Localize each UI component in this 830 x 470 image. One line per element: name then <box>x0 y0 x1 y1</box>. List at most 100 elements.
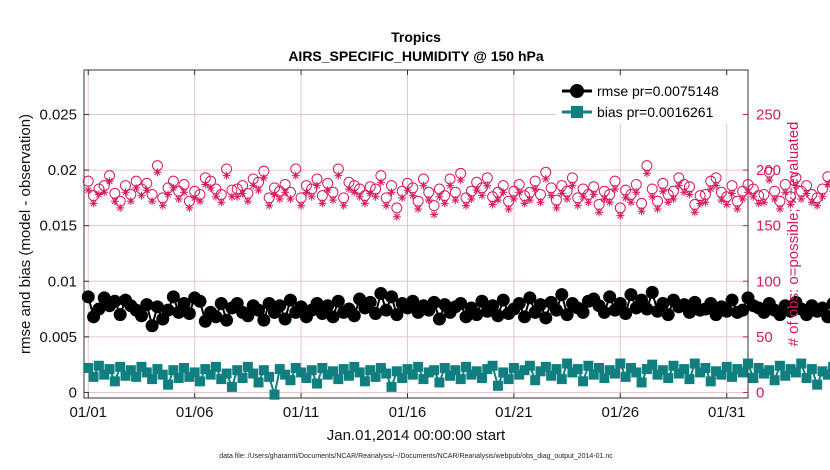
rmse-point <box>518 310 532 324</box>
x-tick-label: 01/26 <box>602 404 640 421</box>
bias-point <box>727 371 738 382</box>
y-left-tick-label: 0.01 <box>48 273 77 290</box>
obs-possible-circle <box>178 179 190 191</box>
rmse-point <box>539 311 553 325</box>
bias-point <box>359 376 370 387</box>
rmse-point <box>273 299 287 313</box>
obs-evaluated-point <box>371 192 380 201</box>
bias-point <box>461 361 472 372</box>
obs-evaluated-stroke <box>351 189 358 196</box>
rmse-point <box>166 290 180 304</box>
obs-possible-point <box>801 180 813 192</box>
obs-evaluated-point <box>462 201 471 210</box>
obs-evaluated-point <box>626 198 635 207</box>
bias-point <box>439 362 450 373</box>
bias-point <box>599 372 610 383</box>
obs-evaluated-point <box>302 188 311 197</box>
bias-point <box>625 362 636 373</box>
obs-evaluated-stroke <box>154 169 161 176</box>
obs-evaluated-stroke <box>798 195 805 203</box>
obs-possible-point <box>657 177 669 189</box>
obs-evaluated-point <box>286 194 295 203</box>
obs-evaluated-point <box>382 201 391 210</box>
obs-evaluated-stroke <box>755 200 762 207</box>
bias-point <box>551 364 562 375</box>
bias-point <box>226 381 237 392</box>
bias-point <box>445 370 456 381</box>
bias-point <box>609 368 620 379</box>
obs-evaluated-stroke <box>558 190 565 197</box>
obs-evaluated-point <box>621 193 630 202</box>
obs-evaluated-stroke <box>132 184 140 192</box>
bias-point <box>631 367 642 378</box>
obs-evaluated-point <box>195 197 204 206</box>
obs-possible-point <box>816 183 828 195</box>
obs-evaluated-stroke <box>532 185 539 193</box>
obs-evaluated-stroke <box>212 193 220 200</box>
bias-point <box>237 372 248 383</box>
obs-evaluated-point <box>105 177 114 186</box>
bias-point <box>801 372 812 383</box>
bias-point <box>280 369 291 380</box>
obs-evaluated-stroke <box>670 195 677 203</box>
obs-evaluated-stroke <box>308 193 315 200</box>
bias-point <box>519 365 530 376</box>
obs-evaluated-point <box>185 203 194 212</box>
bias-point <box>120 370 131 381</box>
obs-evaluated-stroke <box>696 200 704 207</box>
bias-point <box>711 366 722 377</box>
bias-point <box>737 367 748 378</box>
rmse-point <box>113 308 127 322</box>
obs-evaluated-stroke <box>792 182 800 189</box>
obs-evaluated-stroke <box>175 195 182 203</box>
obs-possible-circle <box>471 176 483 188</box>
obs-evaluated-point <box>547 191 556 200</box>
y-right-tick-label: 200 <box>756 162 781 179</box>
obs-possible-point <box>769 185 781 197</box>
obs-evaluated-stroke <box>159 202 166 209</box>
rmse-point <box>257 313 271 327</box>
obs-evaluated-stroke <box>196 198 204 205</box>
obs-evaluated-stroke <box>776 205 784 213</box>
rmse-point <box>597 305 611 319</box>
bias-point <box>748 372 759 383</box>
bias-point <box>492 380 503 391</box>
rmse-point <box>81 290 95 304</box>
obs-evaluated-point <box>180 188 189 197</box>
y-left-tick-label: 0.02 <box>48 162 77 179</box>
y-right-tick-label: 250 <box>756 106 781 123</box>
rmse-point <box>390 308 404 322</box>
bias-point <box>679 364 690 375</box>
obs-evaluated-point <box>807 198 816 207</box>
obs-evaluated-point <box>281 188 290 197</box>
bias-point <box>567 367 578 378</box>
obs-evaluated-stroke <box>590 191 597 198</box>
rmse-point <box>278 312 292 326</box>
obs-evaluated-stroke <box>345 185 353 193</box>
obs-evaluated-point <box>110 197 119 206</box>
obs-evaluated-stroke <box>436 193 443 200</box>
obs-evaluated-stroke <box>340 202 347 209</box>
rmse-point <box>624 288 638 302</box>
obs-possible-point <box>641 160 653 172</box>
obs-evaluated-point <box>701 198 710 207</box>
rmse-point <box>427 295 441 309</box>
obs-evaluated-point <box>392 212 401 221</box>
obs-evaluated-stroke <box>569 182 576 189</box>
obs-possible-circle <box>338 192 350 204</box>
obs-evaluated-stroke <box>377 179 385 186</box>
obs-possible-point <box>609 175 621 187</box>
rmse-point <box>486 299 500 313</box>
obs-evaluated-stroke <box>766 176 773 184</box>
obs-evaluated-point <box>126 197 135 206</box>
legend-rmse-marker <box>570 84 584 98</box>
obs-evaluated-point <box>722 200 731 209</box>
obs-evaluated-stroke <box>553 204 560 212</box>
obs-evaluated-point <box>446 181 455 190</box>
obs-possible-point <box>471 176 483 188</box>
obs-possible-circle <box>801 180 813 192</box>
obs-evaluated-point <box>142 186 151 195</box>
rmse-point <box>645 285 659 299</box>
bias-point <box>429 365 440 376</box>
